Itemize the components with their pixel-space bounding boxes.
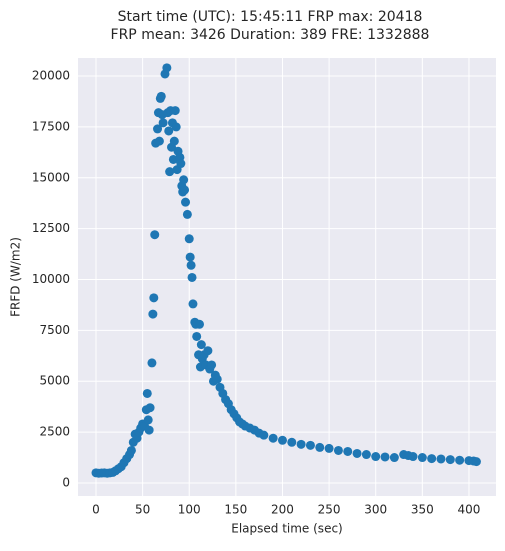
point [427,454,437,464]
y-tick-label: 0 [62,475,70,489]
y-tick-label: 17500 [32,119,70,133]
point [150,230,160,240]
point [287,437,297,447]
point [180,185,190,195]
point [144,425,154,435]
point [179,175,189,185]
x-tick-label: 300 [364,503,387,517]
point [164,126,174,136]
point [417,453,427,463]
point [445,455,455,465]
x-tick-label: 250 [318,503,341,517]
point [380,452,390,462]
point [343,446,353,456]
point [324,443,334,453]
point [361,450,371,460]
point [203,346,213,356]
x-tick-label: 50 [135,503,150,517]
point [142,388,152,398]
point [207,360,217,370]
point [182,209,192,219]
x-tick-label: 150 [224,503,247,517]
point [187,272,197,282]
point [171,122,181,132]
point [436,454,446,464]
point [196,340,206,350]
point [186,260,196,270]
point [147,358,157,368]
point [471,457,481,467]
point [165,167,175,177]
point [389,453,399,463]
point [156,91,166,101]
y-tick-label: 10000 [32,272,70,286]
x-tick-label: 200 [271,503,294,517]
point [185,252,195,262]
point [371,452,381,462]
point [268,433,278,443]
x-tick-label: 0 [92,503,100,517]
y-tick-label: 2500 [39,425,70,439]
point [352,448,362,458]
point [184,234,194,244]
point [162,63,172,73]
point [149,293,159,303]
y-tick-label: 7500 [39,323,70,337]
x-axis-label: Elapsed time (sec) [231,522,342,536]
point [194,319,204,329]
y-tick-label: 20000 [32,69,70,83]
chart-subtitle: FRP mean: 3426 Duration: 389 FRE: 133288… [111,27,430,43]
point [277,435,287,445]
point [181,197,191,207]
point [145,403,155,413]
point [170,106,180,116]
point [408,452,418,462]
point [154,136,164,146]
x-tick-label: 400 [458,503,481,517]
point [333,445,343,455]
point [259,430,269,440]
point [143,415,153,425]
x-tick-label: 350 [411,503,434,517]
point [176,159,186,169]
y-axis-label: FRFD (W/m2) [9,237,23,317]
y-tick-label: 12500 [32,221,70,235]
point [188,299,198,309]
point [158,118,168,128]
point [305,440,315,450]
point [126,445,136,455]
chart-title: Start time (UTC): 15:45:11 FRP max: 2041… [118,9,423,25]
x-tick-label: 100 [178,503,201,517]
point [169,136,179,146]
point [148,309,158,319]
y-tick-label: 15000 [32,170,70,184]
point [315,442,325,452]
point [212,374,222,384]
point [192,331,202,341]
point [153,124,163,134]
point [296,439,306,449]
point [455,455,465,465]
y-tick-label: 5000 [39,374,70,388]
